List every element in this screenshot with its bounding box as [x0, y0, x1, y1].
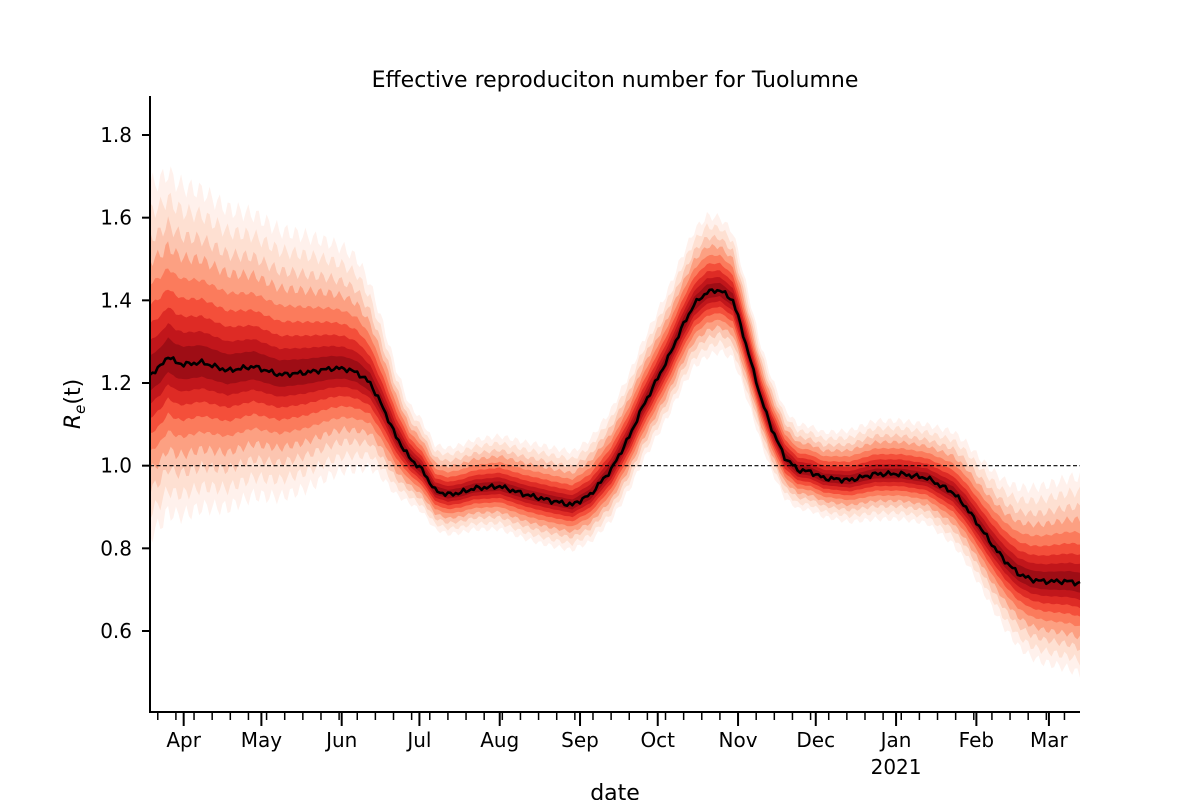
uncertainty-bands	[150, 166, 1080, 678]
x-tick-label: May	[241, 728, 283, 752]
year-label: 2021	[871, 755, 922, 779]
x-tick-label: Mar	[1030, 728, 1069, 752]
y-tick-label: 1.0	[100, 454, 132, 478]
chart-title: Effective reproduciton number for Tuolum…	[372, 68, 859, 93]
y-axis-label-sub: e	[71, 405, 89, 414]
x-axis-label: date	[590, 781, 640, 800]
x-tick-label: Feb	[959, 728, 994, 752]
y-tick-label: 1.2	[100, 371, 132, 395]
y-ticks: 0.6 0.8 1.0 1.2 1.4 1.6 1.8	[100, 123, 150, 643]
y-tick-label: 1.8	[100, 123, 132, 147]
median-line	[149, 288, 1081, 587]
x-tick-label: Oct	[640, 728, 675, 752]
x-tick-label: Sep	[561, 728, 599, 752]
x-tick-label: Nov	[719, 728, 758, 752]
y-axis-label-base: R	[61, 414, 86, 429]
y-tick-label: 1.4	[100, 288, 132, 312]
y-tick-label: 1.6	[100, 206, 132, 230]
x-tick-label: Jun	[324, 728, 357, 752]
y-axis-label: Re(t)	[61, 379, 89, 429]
y-axis-label-arg: (t)	[61, 379, 86, 405]
x-tick-label: Jan	[879, 728, 912, 752]
y-tick-label: 0.6	[100, 619, 132, 643]
x-tick-label: Dec	[796, 728, 835, 752]
x-tick-label: Apr	[166, 728, 201, 752]
x-tick-label: Jul	[405, 728, 431, 752]
y-tick-label: 0.8	[100, 536, 132, 560]
x-tick-label: Aug	[480, 728, 519, 752]
x-ticks: Apr May Jun Jul Aug Sep Oct Nov Dec Jan Feb Mar	[157, 712, 1069, 752]
